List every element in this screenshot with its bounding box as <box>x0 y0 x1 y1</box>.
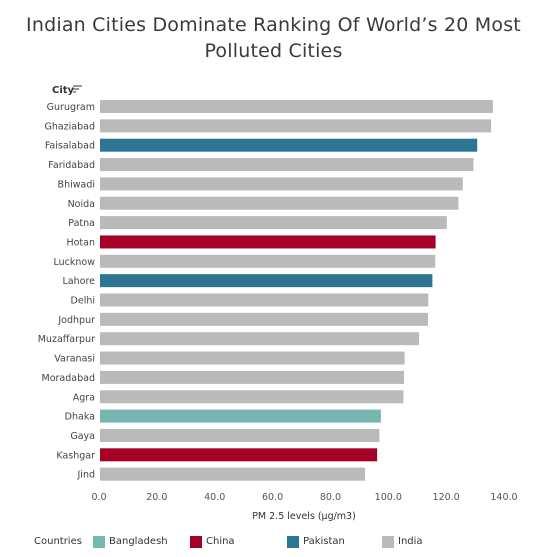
x-tick-label: 120.0 <box>433 492 460 503</box>
x-axis-label: PM 2.5 levels (µg/m3) <box>252 511 356 522</box>
x-tick-label: 140.0 <box>490 492 517 503</box>
city-label: Ghaziabad <box>44 121 95 132</box>
legend-swatch <box>190 536 202 548</box>
city-label: Delhi <box>71 296 95 307</box>
city-label: Patna <box>68 218 95 229</box>
x-tick-label: 20.0 <box>146 492 167 503</box>
x-tick-label: 100.0 <box>375 492 402 503</box>
x-tick-label: 80.0 <box>320 492 341 503</box>
city-label: Agra <box>73 392 95 403</box>
chart-title-line1: Indian Cities Dominate Ranking Of World’… <box>26 14 521 36</box>
city-label: Varanasi <box>54 354 95 365</box>
legend: Countries Bangladesh China Pakistan India <box>0 534 547 554</box>
chart-title-line2: Polluted Cities <box>204 40 343 62</box>
city-label: Lahore <box>63 276 96 287</box>
city-label: Jodhpur <box>57 315 95 326</box>
bar-delhi[interactable] <box>100 293 429 307</box>
legend-label: India <box>398 536 423 547</box>
x-tick-label: 40.0 <box>204 492 225 503</box>
bar-patna[interactable] <box>100 216 447 230</box>
city-label: Dhaka <box>65 412 95 423</box>
city-label: Jind <box>77 470 96 481</box>
city-label: Hotan <box>66 237 95 248</box>
x-tick-label: 60.0 <box>262 492 283 503</box>
city-label: Muzaffarpur <box>38 334 95 345</box>
city-label: Moradabad <box>42 373 95 384</box>
bar-lahore[interactable] <box>100 274 433 288</box>
city-label: Gurugram <box>47 102 95 113</box>
legend-title: Countries <box>34 536 82 547</box>
city-label: Faisalabad <box>45 141 95 152</box>
city-label: Faridabad <box>48 160 95 171</box>
bar-varanasi[interactable] <box>100 351 405 365</box>
city-label: Bhiwadi <box>58 179 95 190</box>
bar-hotan[interactable] <box>100 235 436 249</box>
bar-lucknow[interactable] <box>100 254 436 268</box>
bar-jind[interactable] <box>100 467 365 481</box>
bar-kashgar[interactable] <box>100 448 378 462</box>
bar-ghaziabad[interactable] <box>100 119 492 133</box>
bar-gaya[interactable] <box>100 428 380 442</box>
bar-muzaffarpur[interactable] <box>100 332 420 346</box>
city-label: Gaya <box>70 431 95 442</box>
bar-agra[interactable] <box>100 390 404 404</box>
x-tick-label: 0.0 <box>91 492 106 503</box>
city-label: Noida <box>68 199 95 210</box>
bar-faisalabad[interactable] <box>100 138 478 152</box>
legend-swatch <box>287 536 299 548</box>
bar-moradabad[interactable] <box>100 370 405 384</box>
sort-icon[interactable] <box>73 84 83 94</box>
legend-label: Pakistan <box>303 536 345 547</box>
bar-noida[interactable] <box>100 196 459 210</box>
legend-swatch <box>93 536 105 548</box>
city-label: Kashgar <box>56 450 95 461</box>
bar-bhiwadi[interactable] <box>100 177 463 191</box>
chart-title: Indian Cities Dominate Ranking Of World’… <box>0 12 547 64</box>
legend-label: Bangladesh <box>109 536 168 547</box>
bar-faridabad[interactable] <box>100 158 474 172</box>
legend-label: China <box>206 536 235 547</box>
city-label: Lucknow <box>54 257 96 268</box>
bar-jodhpur[interactable] <box>100 312 429 326</box>
city-column-header[interactable]: City <box>52 85 75 96</box>
legend-swatch <box>382 536 394 548</box>
bar-gurugram[interactable] <box>100 100 493 113</box>
bar-dhaka[interactable] <box>100 409 381 423</box>
